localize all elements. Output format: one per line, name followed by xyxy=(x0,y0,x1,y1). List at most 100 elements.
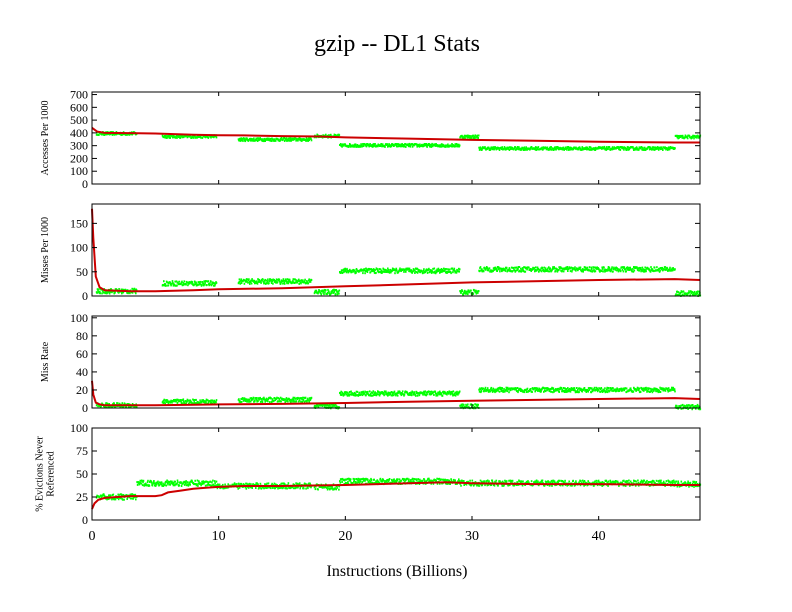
miss-rate-point-6-40 xyxy=(496,389,498,391)
evictions-point-6-190 xyxy=(564,479,566,482)
accesses-point-5-22 xyxy=(469,135,471,137)
misses-point-6-271 xyxy=(600,270,603,272)
miss-rate-point-4-15 xyxy=(345,391,348,394)
evictions-point-4-118 xyxy=(392,480,394,483)
evictions-point-6-231 xyxy=(582,481,585,484)
miss-rate-point-6-44 xyxy=(498,387,500,389)
misses-point-2-64 xyxy=(266,280,269,283)
misses-point-4-201 xyxy=(429,270,432,273)
evictions-point-6-264 xyxy=(597,479,600,482)
accesses-point-2-17 xyxy=(245,137,247,140)
accesses-point-6-101 xyxy=(524,148,526,151)
miss-rate-point-0-83 xyxy=(133,405,135,408)
accesses-ylabel-line-0: Accesses Per 1000 xyxy=(40,101,51,176)
accesses-point-4-114 xyxy=(390,145,393,148)
misses-point-6-398 xyxy=(658,267,660,270)
misses-point-6-212 xyxy=(574,266,576,269)
evictions-point-4-122 xyxy=(394,479,396,482)
accesses-point-6-378 xyxy=(649,147,651,150)
miss-rate-point-4-133 xyxy=(399,391,401,394)
miss-rate-point-1-12 xyxy=(167,400,169,403)
evictions-point-2-106 xyxy=(264,483,266,486)
accesses-point-2-152 xyxy=(306,139,309,142)
miss-rate-point-4-70 xyxy=(370,391,373,394)
evictions-point-1-67 xyxy=(166,482,169,484)
evictions-point-6-343 xyxy=(633,480,636,483)
accesses-point-6-149 xyxy=(545,148,548,151)
misses-point-6-366 xyxy=(643,270,646,273)
miss-rate-point-2-6 xyxy=(240,398,242,400)
misses-point-2-102 xyxy=(283,282,286,285)
misses-point-4-166 xyxy=(414,272,416,274)
miss-rate-point-6-25 xyxy=(489,390,492,393)
misses-point-2-24 xyxy=(248,281,251,283)
miss-rate-point-2-116 xyxy=(290,400,292,403)
evictions-point-2-141 xyxy=(279,486,282,489)
miss-rate-point-4-113 xyxy=(390,391,392,394)
misses-point-2-23 xyxy=(248,278,250,281)
misses-point-7-51 xyxy=(697,293,700,296)
misses-point-4-232 xyxy=(444,269,446,272)
accesses-point-6-294 xyxy=(611,148,613,151)
accesses-point-1-85 xyxy=(200,136,202,139)
misses-point-6-147 xyxy=(544,267,547,270)
misses-point-2-39 xyxy=(255,282,257,285)
miss-rate-point-6-125 xyxy=(534,389,537,392)
miss-rate-point-6-186 xyxy=(562,390,565,393)
evictions-point-1-151 xyxy=(204,484,207,487)
accesses-point-5-40 xyxy=(477,137,479,139)
accesses-point-6-320 xyxy=(623,148,625,151)
evictions-point-4-29 xyxy=(352,482,354,485)
accesses-point-6-69 xyxy=(509,146,512,149)
accesses-point-4-92 xyxy=(380,143,383,145)
evictions-point-1-56 xyxy=(161,484,164,487)
accesses-point-4-190 xyxy=(425,144,427,147)
accesses-point-6-67 xyxy=(508,149,511,151)
evictions-point-4-166 xyxy=(414,478,416,481)
misses-point-4-217 xyxy=(437,269,439,272)
evictions-point-3-38 xyxy=(330,487,333,490)
misses-point-0-70 xyxy=(127,292,129,295)
miss-rate-point-2-68 xyxy=(268,396,271,399)
evictions-point-1-147 xyxy=(203,482,205,485)
miss-rate-point-6-353 xyxy=(638,389,640,392)
evictions-point-4-32 xyxy=(353,480,356,482)
misses-point-4-131 xyxy=(398,269,400,272)
accesses-point-2-148 xyxy=(304,138,307,141)
miss-rate-point-6-248 xyxy=(590,391,593,394)
miss-rate-point-1-67 xyxy=(192,398,194,401)
accesses-point-4-228 xyxy=(442,145,444,148)
evictions-point-5-14 xyxy=(465,483,468,486)
accesses-point-6-421 xyxy=(668,148,671,151)
evictions-point-4-237 xyxy=(446,482,448,485)
miss-rate-point-5-12 xyxy=(464,406,467,408)
evictions-point-0-56 xyxy=(121,494,123,497)
evictions-point-0-86 xyxy=(134,493,137,496)
miss-rate-point-6-251 xyxy=(591,390,594,393)
misses-point-5-34 xyxy=(474,291,477,294)
miss-rate-point-6-262 xyxy=(596,390,599,393)
evictions-point-2-197 xyxy=(305,487,307,490)
accesses-point-0-83 xyxy=(133,131,135,134)
misses-point-5-29 xyxy=(472,292,475,295)
miss-rate-point-6-204 xyxy=(570,387,573,390)
misses-point-6-136 xyxy=(539,269,542,272)
evictions-point-1-0 xyxy=(136,481,138,484)
accesses-point-6-281 xyxy=(605,148,608,151)
miss-rate-point-6-428 xyxy=(672,388,674,391)
evictions-point-4-190 xyxy=(425,482,427,485)
evictions-point-6-133 xyxy=(538,481,541,484)
misses-point-0-19 xyxy=(104,292,106,295)
miss-rate-point-3-27 xyxy=(325,406,328,409)
misses-point-1-55 xyxy=(186,281,189,284)
accesses-point-2-54 xyxy=(262,138,264,141)
evictions-point-4-221 xyxy=(439,482,441,485)
misses-point-1-6 xyxy=(164,283,166,286)
evictions-point-1-47 xyxy=(157,482,160,485)
evictions-point-1-83 xyxy=(174,484,176,487)
evictions-point-6-181 xyxy=(560,479,562,482)
misses-point-2-13 xyxy=(243,282,246,285)
accesses-point-7-49 xyxy=(696,134,699,137)
miss-rate-point-6-333 xyxy=(629,389,631,392)
accesses-point-4-260 xyxy=(456,143,459,146)
